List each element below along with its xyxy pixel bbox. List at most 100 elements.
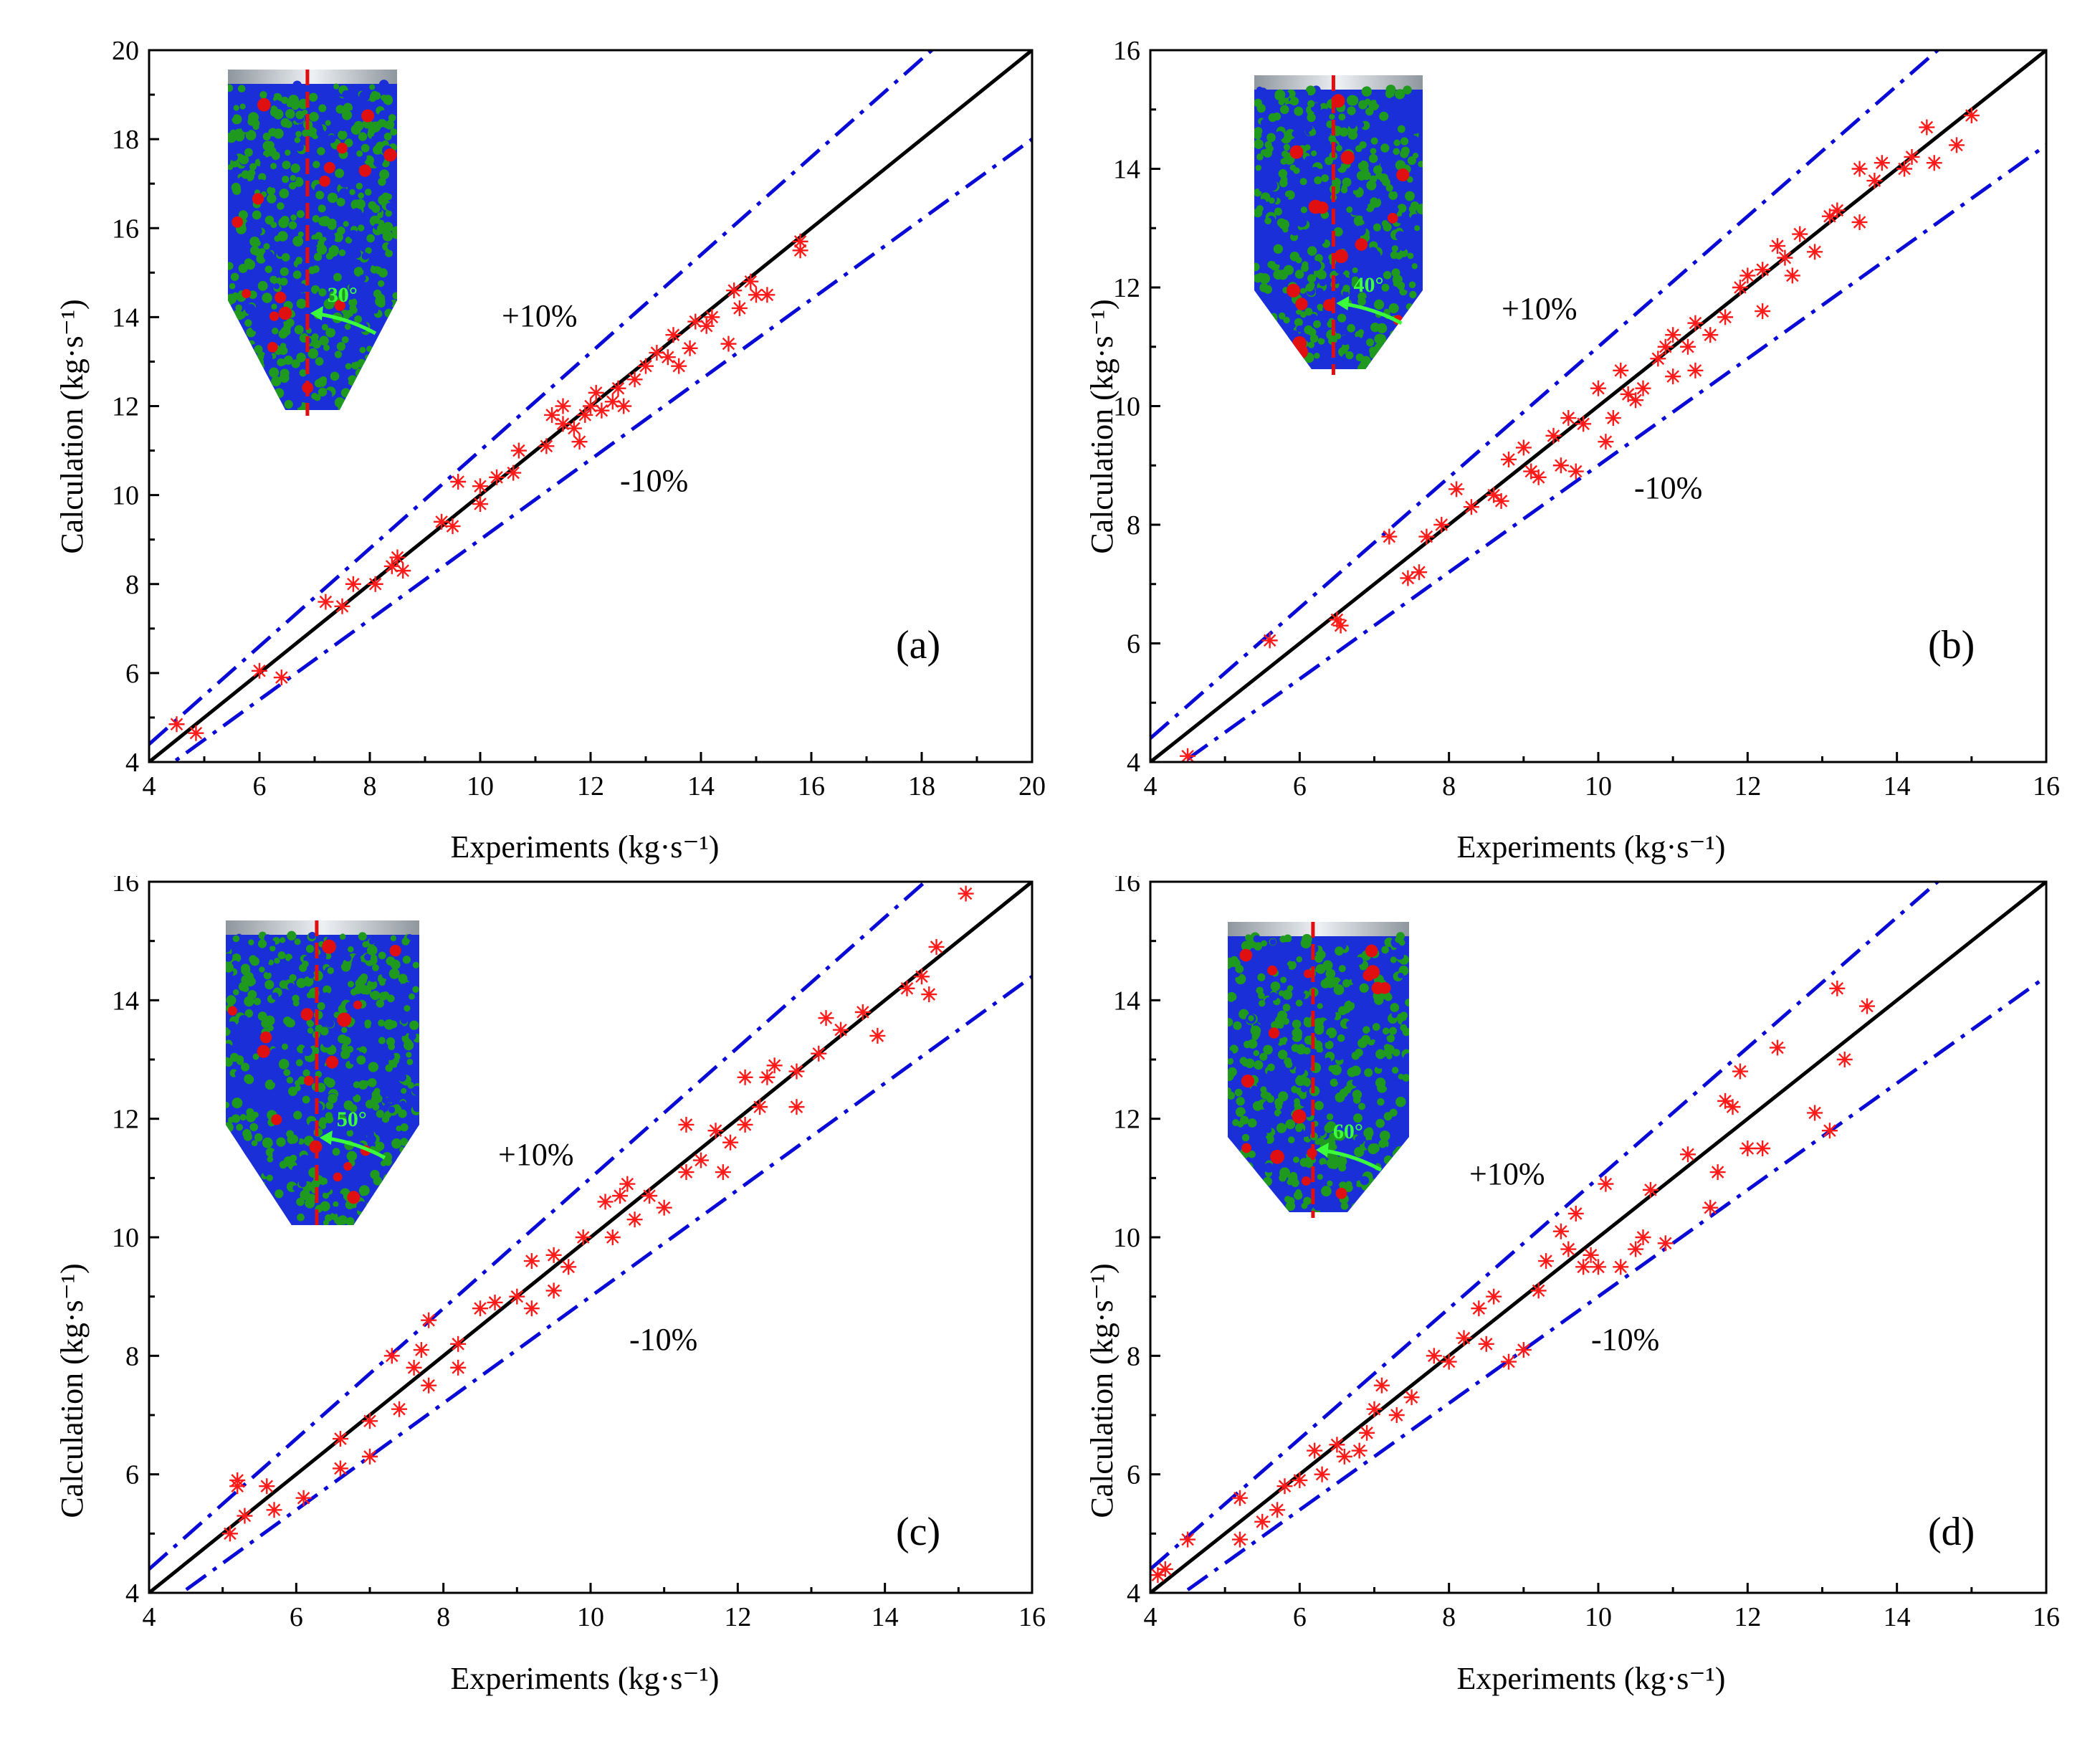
data-point [1821, 1123, 1838, 1139]
x-tick-label: 6 [290, 1602, 303, 1632]
data-point [1919, 119, 1935, 135]
data-point [538, 438, 555, 454]
data-point [421, 1312, 437, 1328]
inset-angle-label: 40° [1353, 273, 1383, 297]
data-point [759, 287, 775, 303]
data-point [678, 1164, 695, 1181]
data-point [362, 1413, 378, 1429]
data-point [1351, 1442, 1368, 1459]
y-tick-label: 10 [112, 1223, 139, 1253]
x-tick-label: 6 [1293, 1602, 1307, 1632]
data-point [1687, 315, 1704, 331]
data-point [638, 358, 654, 374]
hopper-inset: 60° [1228, 922, 1409, 1218]
data-point [1657, 338, 1674, 355]
data-point [1575, 1259, 1592, 1275]
data-point [1366, 1401, 1383, 1417]
x-tick-label: 6 [1293, 771, 1307, 801]
data-point [188, 725, 204, 741]
hopper-inset-image: 50° [226, 920, 419, 1231]
x-tick-label: 10 [1585, 1602, 1612, 1632]
x-axis-title: Experiments (kg·s⁻¹) [1457, 829, 1726, 865]
x-tick-label: 8 [363, 771, 377, 801]
y-tick-label: 8 [1127, 1341, 1140, 1371]
data-point [1157, 1561, 1173, 1577]
data-point [1739, 267, 1756, 284]
upper-10-percent-line [149, 882, 928, 1571]
data-point [1261, 632, 1278, 649]
data-point [1583, 1247, 1599, 1263]
data-point [1180, 748, 1196, 762]
inset-angle-label: 30° [328, 283, 358, 307]
data-point [665, 327, 682, 343]
x-tick-label: 12 [577, 771, 604, 801]
data-point [229, 1472, 246, 1488]
axis-ticks: 4 6 8 10 12 14 16 4 6 8 10 12 14 16 [112, 876, 1046, 1632]
y-tick-label: 16 [112, 876, 139, 898]
lower-band-label: -10% [1634, 470, 1702, 505]
upper-10-percent-line [1150, 50, 1941, 740]
x-tick-label: 8 [436, 1602, 450, 1632]
x-tick-label: 10 [577, 1602, 604, 1632]
inset-angle-label: 60° [1333, 1120, 1363, 1143]
data-point [472, 478, 488, 495]
data-point [1292, 1472, 1308, 1488]
data-point [575, 1229, 591, 1245]
y-tick-label: 18 [112, 125, 139, 155]
data-point [450, 1359, 467, 1376]
data-point [487, 1294, 503, 1310]
data-point [1418, 528, 1435, 545]
data-point [1821, 208, 1838, 224]
data-point [1567, 1205, 1584, 1222]
data-point [928, 938, 945, 955]
y-tick-label: 10 [1113, 1223, 1140, 1253]
y-tick-label: 12 [112, 1105, 139, 1135]
data-point [1530, 469, 1547, 485]
data-point [389, 549, 406, 566]
x-tick-label: 6 [253, 771, 267, 801]
data-point [544, 406, 560, 423]
data-point [1373, 1377, 1390, 1394]
axis-ticks: 4 6 8 10 12 14 16 4 6 8 10 12 14 16 [1113, 876, 2060, 1632]
data-points [1180, 108, 1980, 762]
data-point [766, 1057, 783, 1074]
data-point [1456, 1330, 1472, 1346]
data-point [450, 1336, 467, 1352]
data-point [1515, 439, 1532, 456]
data-point [1598, 1176, 1614, 1192]
data-point [1426, 1348, 1442, 1364]
y-axis-title: Calculation (kg·s⁻¹) [1084, 299, 1120, 553]
data-point [698, 318, 715, 334]
data-point [259, 1478, 275, 1495]
data-point [1702, 327, 1719, 343]
inset-angle-label: 50° [337, 1108, 367, 1131]
data-point [752, 1099, 768, 1115]
upper-band-label: +10% [498, 1137, 573, 1172]
data-point [1307, 1442, 1323, 1459]
y-tick-label: 4 [125, 748, 139, 778]
x-tick-label: 8 [1442, 771, 1456, 801]
lower-10-percent-line [1180, 974, 2046, 1593]
data-point [811, 1045, 827, 1062]
data-point [715, 1164, 731, 1181]
data-points [1150, 980, 1875, 1584]
x-tick-label: 14 [872, 1602, 899, 1632]
plot-area: 4 6 8 10 12 14 16 18 20 4 6 8 10 12 14 16 18 20 [112, 36, 1046, 801]
data-point [1665, 368, 1681, 385]
data-point [1755, 303, 1771, 320]
upper-10-percent-line [149, 50, 935, 746]
data-point [1486, 1288, 1502, 1305]
data-point [510, 442, 527, 459]
data-point [1336, 1448, 1352, 1465]
data-point [1613, 1259, 1629, 1275]
panel-label: (d) [1928, 1510, 1975, 1554]
x-tick-label: 8 [1442, 1602, 1456, 1632]
data-point [1575, 416, 1592, 432]
data-point [641, 1188, 658, 1204]
data-point [367, 576, 383, 592]
data-point [1829, 980, 1846, 996]
data-point [1329, 1437, 1345, 1453]
data-point [1717, 309, 1734, 325]
y-tick-label: 6 [1127, 1460, 1140, 1490]
x-tick-label: 14 [1884, 1602, 1911, 1632]
